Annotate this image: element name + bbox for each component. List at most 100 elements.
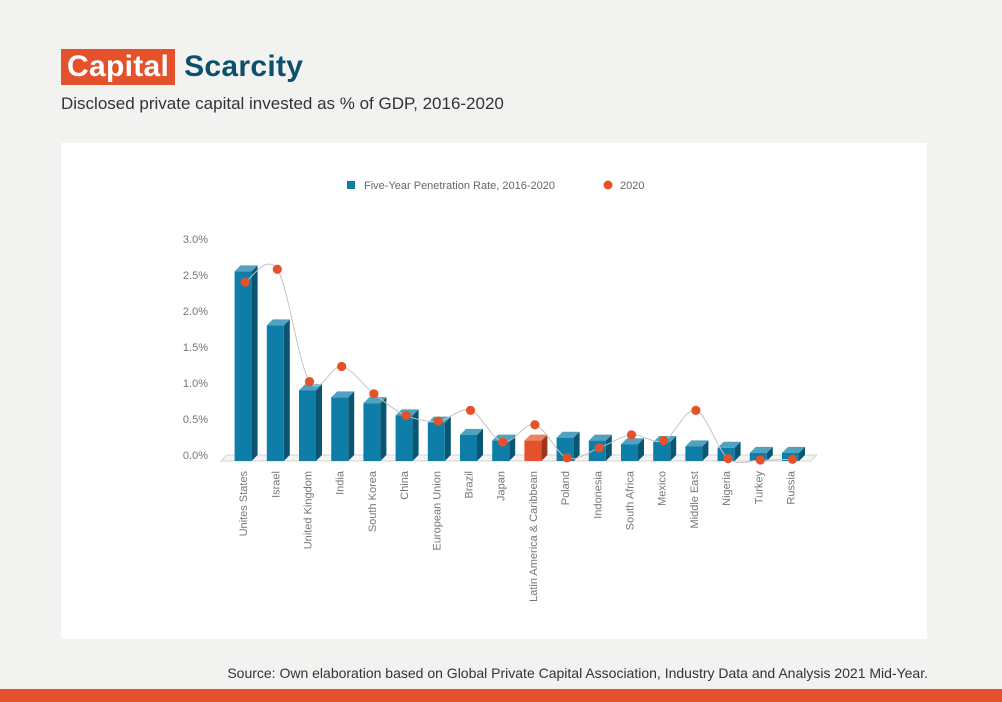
data-point — [240, 277, 250, 287]
data-point — [594, 443, 604, 453]
x-tick-label: Latin America & Caribbean — [528, 471, 540, 602]
legend-dot-label: 2020 — [620, 180, 644, 192]
x-axis-labels: Unites States Israel United Kingdom India So… — [238, 470, 797, 602]
bar-side — [541, 434, 548, 461]
bar-front — [653, 442, 671, 461]
legend-bar-swatch — [347, 181, 355, 189]
bar-top — [621, 438, 644, 445]
bar-top — [717, 441, 741, 448]
data-point — [659, 436, 669, 446]
bar-side — [702, 440, 709, 461]
footer-bar — [0, 689, 1002, 702]
chart-panel: Five-Year Penetration Rate, 2016-2020 20… — [61, 143, 927, 639]
y-tick-label: 2.0% — [183, 306, 208, 318]
data-point — [369, 389, 379, 399]
legend: Five-Year Penetration Rate, 2016-2020 20… — [347, 180, 644, 192]
data-point — [337, 361, 347, 372]
bar-side — [509, 434, 516, 461]
data-point — [304, 376, 315, 387]
bar — [685, 440, 709, 461]
bar-front — [234, 271, 252, 461]
bar-front — [395, 415, 413, 461]
bar-top — [588, 434, 612, 441]
chart-svg: Five-Year Penetration Rate, 2016-2020 20… — [183, 180, 818, 602]
bar-side — [605, 434, 612, 461]
bar-side — [412, 409, 419, 461]
x-tick-label: India — [335, 470, 347, 495]
trend-path — [244, 263, 793, 464]
bar-side — [638, 438, 644, 461]
bar-front — [621, 444, 638, 461]
bar-front — [331, 397, 349, 461]
data-point — [691, 405, 701, 415]
bar — [363, 397, 387, 461]
x-tick-label: South Africa — [625, 470, 637, 530]
bar — [621, 438, 644, 461]
data-point — [787, 454, 798, 464]
x-tick-label: Russia — [786, 470, 798, 505]
bar — [266, 319, 290, 461]
bar-front — [299, 390, 316, 461]
y-tick-label: 0.0% — [183, 450, 208, 462]
bar-front — [460, 434, 477, 461]
subtitle: Disclosed private capital invested as % … — [61, 94, 504, 113]
x-tick-label: Indonesia — [592, 470, 604, 519]
data-point — [626, 430, 637, 440]
x-tick-label: Brazil — [464, 471, 476, 499]
x-tick-label: Middle East — [689, 471, 701, 528]
bar-top — [685, 440, 709, 447]
dots — [240, 264, 798, 465]
bar-front — [266, 325, 284, 461]
bar-top — [782, 446, 805, 453]
source-note: Source: Own elaboration based on Global … — [227, 665, 928, 681]
data-point — [498, 437, 508, 447]
y-tick-label: 0.5% — [183, 414, 208, 426]
bar-side — [348, 391, 355, 461]
legend-dot-swatch — [603, 180, 613, 190]
bar-top — [331, 391, 355, 398]
bar — [331, 391, 355, 461]
bar-top — [266, 319, 290, 326]
x-tick-label: Poland — [560, 471, 572, 505]
bar-side — [380, 397, 387, 461]
trend-line — [244, 263, 793, 464]
y-axis: 3.0% 2.5% 2.0% 1.5% 1.0% 0.5% 0.0% — [183, 234, 208, 462]
bar-side — [283, 319, 290, 461]
data-point — [723, 454, 733, 464]
bar-side — [444, 416, 451, 461]
data-point — [433, 416, 443, 426]
title-row: Capital Scarcity — [61, 49, 303, 85]
bar-front — [427, 422, 445, 461]
bar-side — [251, 265, 258, 461]
title-highlight: Capital — [61, 49, 176, 85]
y-tick-label: 2.5% — [183, 270, 208, 282]
bar-side — [799, 446, 805, 461]
data-point — [530, 420, 540, 430]
bar-side — [573, 431, 580, 461]
data-point — [401, 410, 411, 420]
bar-side — [734, 441, 741, 461]
y-tick-label: 1.0% — [183, 378, 208, 390]
x-tick-label: China — [399, 470, 411, 500]
data-point — [272, 264, 282, 274]
x-tick-label: Japan — [496, 471, 508, 501]
bar-side — [766, 446, 773, 461]
y-tick-label: 3.0% — [183, 234, 208, 246]
x-tick-label: South Korea — [367, 470, 379, 532]
data-point — [755, 455, 765, 465]
x-tick-label: Mexico — [657, 471, 669, 506]
bar-side — [316, 384, 322, 461]
x-tick-label: Nigeria — [721, 470, 733, 506]
data-point — [562, 453, 572, 463]
y-tick-label: 1.5% — [183, 342, 208, 354]
x-tick-label: Turkey — [753, 471, 765, 505]
bar-top — [234, 265, 258, 272]
bar — [427, 416, 451, 461]
bar — [299, 384, 322, 461]
bar-side — [477, 428, 483, 461]
bar — [524, 434, 548, 461]
legend-bar-label: Five-Year Penetration Rate, 2016-2020 — [364, 180, 555, 192]
bar-top — [749, 446, 773, 453]
x-tick-label: United Kingdom — [303, 471, 315, 549]
bar-front — [363, 403, 381, 461]
